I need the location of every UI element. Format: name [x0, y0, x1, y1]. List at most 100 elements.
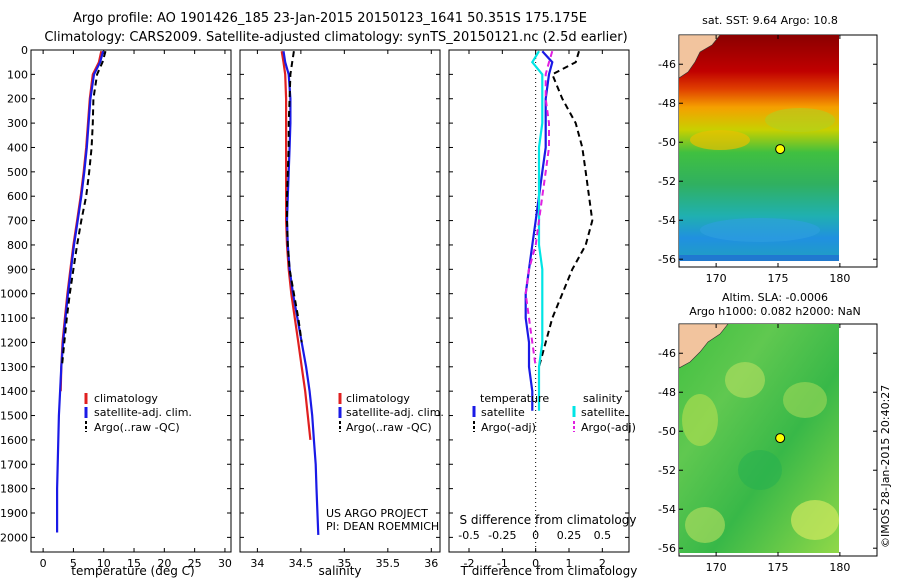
- s-difference-label: S difference from climatology: [460, 513, 637, 527]
- x-tick-label-top: 0.25: [557, 529, 582, 542]
- x-tick-label: 36: [424, 557, 438, 570]
- salinity-legend: climatology satellite-adj. clim. Argo(..…: [338, 392, 444, 434]
- legend-label-climatology: climatology: [94, 392, 158, 405]
- imos-watermark: ©IMOS 28-Jan-2015 20:40:27: [879, 385, 892, 548]
- sst-field: [679, 35, 839, 261]
- map-y-tick-label: -54: [658, 214, 676, 227]
- map-y-tick-label: -56: [658, 253, 676, 266]
- y-tick-label: 1200: [0, 336, 28, 349]
- series-line: [530, 50, 544, 411]
- difference-panel: -2 -1 0 1 2 -0.5 -0.25 0 0.25 0.5 S difference fr…: [448, 49, 637, 578]
- y-tick-label: 800: [7, 239, 28, 252]
- series-line: [55, 50, 105, 533]
- land-new-zealand: [679, 35, 721, 79]
- x-tick-label: -2: [464, 557, 475, 570]
- sla-high-patch: [791, 500, 839, 540]
- salinity-series: [280, 51, 320, 535]
- y-tick-label: 1300: [0, 361, 28, 374]
- legend-label-t-satellite: satellite: [481, 406, 525, 419]
- x-tick-label: 5: [70, 557, 77, 570]
- x-tick-label: 0: [532, 557, 539, 570]
- land-new-zealand: [679, 324, 729, 369]
- map-y-tick-label: -52: [658, 464, 676, 477]
- y-tick-label: 1000: [0, 288, 28, 301]
- sla-high-patch: [783, 382, 827, 418]
- sla-high-patch: [685, 507, 725, 543]
- sla-map-panel: Altim. SLA: -0.0006 Argo h1000: 0.082 h2…: [658, 291, 878, 574]
- x-tick-label: 2: [599, 557, 606, 570]
- map-x-tick-label: 180: [829, 561, 850, 574]
- salinity-panel: 34 34.5 35 35.5 36 salinity climatology sate…: [239, 49, 444, 578]
- map-y-tick-label: -56: [658, 542, 676, 555]
- map-x-tick-label: 180: [829, 272, 850, 285]
- legend-title-salinity: salinity: [583, 392, 623, 405]
- project-annotation-line-2: PI: DEAN ROEMMICH: [326, 520, 439, 533]
- x-tick-label: 25: [188, 557, 202, 570]
- x-tick-label: 20: [157, 557, 171, 570]
- x-tick-label: 0: [40, 557, 47, 570]
- temperature-plot-frame: [30, 49, 232, 553]
- y-tick-label: 2000: [0, 531, 28, 544]
- y-tick-label: 1400: [0, 385, 28, 398]
- legend-label-argo: Argo(..raw -QC): [94, 421, 180, 434]
- legend-label-satellite: satellite-adj. clim.: [346, 406, 444, 419]
- sla-field: [679, 324, 839, 553]
- sla-map-title-line-2: Argo h1000: 0.082 h2000: NaN: [689, 305, 861, 318]
- salinity-x-axis: 34 34.5 35 35.5 36: [250, 50, 438, 570]
- x-tick-label: 1: [566, 557, 573, 570]
- x-tick-label: 34.5: [289, 557, 314, 570]
- x-tick-label-top: 0: [532, 529, 539, 542]
- y-tick-label: 1600: [0, 434, 28, 447]
- salinity-depth-ticks: [240, 49, 440, 538]
- legend-label-s-argo: Argo(-adj): [581, 421, 636, 434]
- y-tick-label: 600: [7, 190, 28, 203]
- x-tick-label: 34: [250, 557, 264, 570]
- sst-deep-band: [679, 255, 839, 261]
- x-tick-label-top: 0.5: [594, 529, 612, 542]
- sst-cold-patch: [700, 218, 820, 242]
- sst-map-axes: 170 175 180 -46 -48 -50 -52 -54 -56: [658, 35, 877, 285]
- map-x-tick-label: 170: [706, 272, 727, 285]
- map-x-tick-label: 175: [768, 272, 789, 285]
- argo-position-marker: [775, 433, 786, 444]
- y-tick-label: 1900: [0, 507, 28, 520]
- y-tick-label: 1500: [0, 410, 28, 423]
- sla-map-axes: 170 175 180 -46 -48 -50 -52 -54 -56: [658, 324, 877, 574]
- series-line: [524, 50, 554, 411]
- legend-title-temperature: temperature: [480, 392, 549, 405]
- salinity-x-label: salinity: [318, 564, 361, 578]
- difference-depth-ticks: [449, 49, 629, 538]
- sla-map-title-line-1: Altim. SLA: -0.0006: [722, 291, 828, 304]
- x-tick-label: 30: [218, 557, 232, 570]
- map-y-tick-label: -54: [658, 503, 676, 516]
- map-x-tick-label: 170: [706, 561, 727, 574]
- sla-high-patch: [682, 394, 718, 446]
- x-tick-label: 15: [127, 557, 141, 570]
- legend-label-satellite: satellite-adj. clim.: [94, 406, 192, 419]
- salinity-plot-frame: [239, 49, 441, 553]
- y-tick-label: 300: [7, 117, 28, 130]
- x-tick-label-top: -0.25: [488, 529, 516, 542]
- sst-warm-patch: [765, 108, 835, 132]
- y-tick-label: 900: [7, 263, 28, 276]
- argo-position-marker: [775, 144, 786, 155]
- sst-warm-patch: [690, 130, 750, 150]
- temperature-x-axis: 0 5 10 15 20 25 30: [40, 50, 232, 570]
- map-y-tick-label: -50: [658, 425, 676, 438]
- y-tick-label: 200: [7, 93, 28, 106]
- x-tick-label: 35: [337, 557, 351, 570]
- y-tick-label: 400: [7, 141, 28, 154]
- temperature-panel: 0100200300400500600700800900100011001200…: [0, 44, 232, 578]
- y-tick-label: 700: [7, 215, 28, 228]
- map-y-tick-label: -46: [658, 58, 676, 71]
- figure-title-line-2: Climatology: CARS2009. Satellite-adjuste…: [44, 30, 627, 45]
- figure-title-line-1: Argo profile: AO 1901426_185 23-Jan-2015…: [73, 11, 587, 26]
- difference-x-axis: -2 -1 0 1 2 -0.5 -0.25 0 0.25 0.5: [458, 50, 611, 570]
- legend-label-climatology: climatology: [346, 392, 410, 405]
- sst-map-panel: sat. SST: 9.64 Argo: 10.8 170 175 180 -46 -4…: [658, 14, 878, 285]
- y-tick-label: 500: [7, 166, 28, 179]
- x-tick-label: 10: [97, 557, 111, 570]
- temperature-legend: climatology satellite-adj. clim. Argo(..…: [84, 392, 192, 434]
- y-tick-label: 1100: [0, 312, 28, 325]
